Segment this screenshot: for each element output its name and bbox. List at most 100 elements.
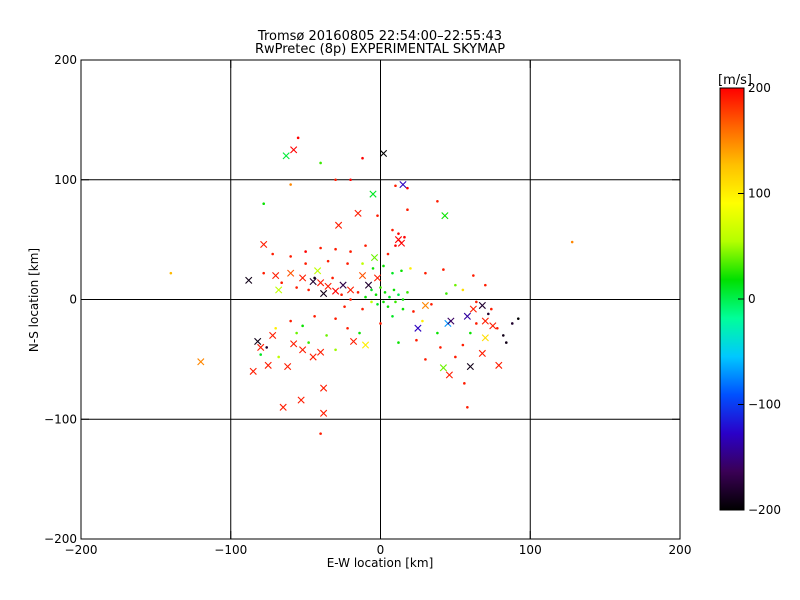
y-tick-label: 200	[54, 53, 77, 67]
data-point-dot	[401, 298, 405, 301]
data-point-dot	[379, 286, 382, 289]
data-point-dot	[376, 214, 379, 217]
axes: −200 −100 0 100 200 −200 −100 0 100 200	[44, 53, 691, 557]
data-point-dot	[461, 288, 465, 292]
data-point-dot	[262, 271, 265, 275]
data-point-cross	[447, 317, 455, 325]
data-point-dot	[349, 250, 352, 253]
data-point-cross	[495, 361, 503, 369]
data-point-dot	[296, 136, 300, 140]
data-point-dot	[394, 184, 397, 188]
data-point-dot	[424, 358, 427, 361]
data-point-dot	[304, 250, 307, 253]
data-point-cross	[358, 271, 367, 280]
x-tick-label: −200	[65, 543, 98, 557]
y-tick-label: 100	[54, 173, 77, 187]
data-point-cross	[320, 289, 328, 298]
data-point-dot	[271, 252, 274, 256]
data-point-dot	[442, 268, 445, 271]
data-point-dot	[364, 295, 367, 299]
data-point-dot	[501, 334, 505, 337]
x-axis-label: E-W location [km]	[327, 556, 434, 570]
data-point-cross	[397, 239, 406, 247]
data-point-dot	[289, 183, 292, 186]
data-point-cross	[279, 403, 287, 411]
data-point-dot	[382, 264, 385, 268]
data-point-cross	[331, 287, 340, 295]
data-point-dot	[319, 246, 322, 250]
data-point-dot	[304, 262, 307, 265]
data-point-cross	[339, 281, 347, 289]
data-point-dot	[510, 322, 514, 325]
data-point-cross	[489, 322, 497, 330]
data-point-dot	[307, 341, 310, 344]
data-point-dot	[454, 355, 457, 359]
data-point-dot	[349, 298, 352, 301]
data-point-dot	[325, 334, 328, 337]
data-point-dot	[400, 269, 403, 273]
data-point-dot	[439, 346, 442, 349]
data-point-cross	[399, 180, 407, 189]
data-point-cross	[320, 384, 328, 392]
grid-lines	[81, 60, 680, 539]
colorbar-tick-label: 0	[748, 292, 756, 306]
colorbar-tick-label: 100	[748, 187, 771, 201]
data-point-dot	[319, 161, 322, 165]
data-point-dot	[361, 156, 364, 160]
colorbar: [m/s] −200 −100 0 100 200	[718, 73, 781, 517]
data-point-dot	[461, 343, 465, 347]
data-point-dot	[277, 355, 280, 359]
data-point-dot	[436, 200, 439, 203]
data-point-cross	[260, 240, 268, 249]
data-point-dot	[374, 293, 378, 297]
data-point-dot	[504, 341, 508, 344]
data-point-dot	[424, 271, 427, 275]
data-point-dot	[475, 322, 478, 325]
data-point-cross	[309, 353, 317, 361]
data-point-dot	[364, 244, 367, 247]
y-tick-label: −200	[44, 532, 77, 546]
data-point-cross	[370, 253, 379, 262]
data-point-cross	[317, 348, 325, 356]
data-point-dot	[313, 314, 316, 318]
data-point-dot	[430, 302, 433, 306]
data-point-dot	[436, 331, 439, 335]
data-point-dot	[409, 267, 412, 270]
data-point-dot	[445, 292, 448, 295]
data-point-dot	[490, 307, 493, 311]
data-point-dot	[570, 240, 574, 244]
data-point-cross	[272, 271, 280, 280]
data-point-dot	[496, 326, 499, 330]
data-point-dot	[412, 310, 415, 313]
data-point-dot	[376, 302, 379, 306]
data-point-cross	[314, 267, 322, 275]
data-point-cross	[439, 364, 447, 372]
data-point-cross	[354, 209, 362, 217]
data-point-cross	[361, 341, 370, 349]
data-point-dot	[370, 300, 373, 304]
data-point-dot	[349, 178, 352, 182]
data-point-dot	[406, 208, 409, 211]
data-point-dot	[361, 262, 364, 265]
data-point-cross	[264, 361, 272, 369]
data-point-cross	[197, 358, 205, 366]
y-axis-label: N-S location [km]	[27, 248, 41, 352]
colorbar-tick-label: 200	[748, 81, 771, 95]
data-point-dot	[334, 317, 337, 320]
x-tick-label: −100	[214, 543, 247, 557]
data-point-dot	[466, 405, 469, 409]
data-point-cross	[290, 146, 298, 154]
data-point-dot	[382, 300, 385, 304]
colorbar-tick-label: −200	[748, 503, 781, 517]
data-point-dot	[415, 338, 418, 342]
data-point-dot	[386, 252, 390, 256]
data-point-dot	[289, 255, 292, 258]
data-point-dot	[379, 322, 382, 325]
colorbar-tick-label: −100	[748, 398, 781, 412]
data-point-dot	[295, 286, 298, 289]
data-point-dot	[484, 283, 487, 287]
data-point-dot	[289, 319, 292, 323]
data-point-dot	[406, 291, 409, 294]
data-point-cross	[297, 396, 305, 404]
data-point-dot	[343, 305, 346, 308]
